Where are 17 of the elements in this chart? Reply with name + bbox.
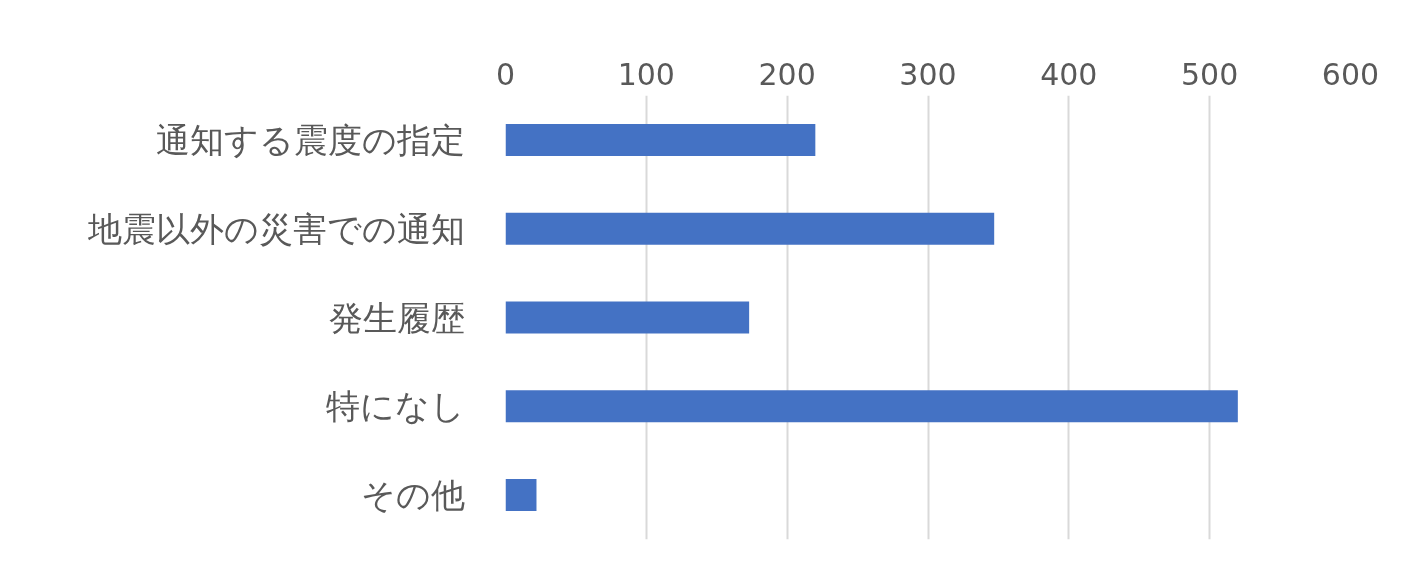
- y-tick-label: 特になし: [325, 386, 465, 427]
- x-tick-label: 500: [1181, 56, 1239, 92]
- bar: [505, 390, 1238, 423]
- x-tick-label: 0: [495, 56, 516, 92]
- x-tick-label: 100: [617, 56, 675, 92]
- bar: [505, 212, 995, 245]
- x-tick-label: 600: [1321, 56, 1380, 92]
- y-tick-label: 地震以外の災害での通知: [86, 208, 465, 249]
- bar: [505, 123, 816, 156]
- y-tick-label: 発生履歴: [328, 297, 465, 338]
- bar: [505, 479, 537, 512]
- x-tick-label: 200: [758, 56, 816, 92]
- x-tick-label: 400: [1040, 56, 1098, 92]
- y-tick-label: その他: [360, 475, 465, 516]
- y-tick-label: 通知する震度の指定: [155, 119, 465, 160]
- x-tick-label: 300: [899, 56, 957, 92]
- bar: [505, 301, 750, 334]
